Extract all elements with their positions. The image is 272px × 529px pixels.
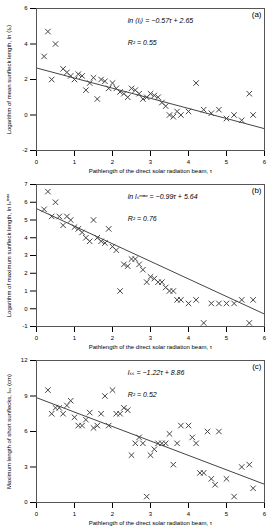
svg-text:2: 2 bbox=[111, 335, 115, 341]
svg-text:0: 0 bbox=[24, 306, 28, 312]
svg-text:5: 5 bbox=[225, 159, 229, 165]
svg-text:5: 5 bbox=[225, 335, 229, 341]
svg-text:3: 3 bbox=[149, 511, 153, 517]
svg-text:R² = 0.52: R² = 0.52 bbox=[128, 391, 157, 398]
svg-text:6: 6 bbox=[24, 428, 28, 434]
svg-text:1: 1 bbox=[73, 511, 77, 517]
svg-text:Pathlength of the direct solar: Pathlength of the direct solar radiation… bbox=[89, 344, 213, 350]
svg-text:4: 4 bbox=[187, 511, 191, 517]
svg-text:0: 0 bbox=[35, 511, 39, 517]
svg-text:2: 2 bbox=[24, 76, 28, 82]
svg-text:-2: -2 bbox=[22, 147, 28, 153]
svg-text:0: 0 bbox=[35, 159, 39, 165]
svg-text:ln ⟨lⱼ⟩ = −0.57τ + 2.65: ln ⟨lⱼ⟩ = −0.57τ + 2.65 bbox=[128, 17, 194, 24]
svg-text:R² = 0.76: R² = 0.76 bbox=[128, 215, 157, 222]
svg-text:4: 4 bbox=[24, 235, 28, 241]
svg-text:3: 3 bbox=[149, 159, 153, 165]
svg-text:R² = 0.55: R² = 0.55 bbox=[128, 39, 157, 46]
svg-text:6: 6 bbox=[24, 5, 28, 11]
svg-text:Logarithm of mean sunfleck len: Logarithm of mean sunfleck length, ln ⟨l… bbox=[6, 25, 12, 135]
svg-text:0: 0 bbox=[24, 499, 28, 505]
svg-text:6: 6 bbox=[263, 159, 267, 165]
svg-text:-1: -1 bbox=[22, 323, 28, 329]
svg-text:Pathlength of the direct solar: Pathlength of the direct solar radiation… bbox=[89, 520, 213, 526]
svg-text:7: 7 bbox=[24, 181, 28, 187]
svg-text:3: 3 bbox=[24, 252, 28, 258]
svg-text:5: 5 bbox=[225, 511, 229, 517]
svg-text:Pathlength of the direct solar: Pathlength of the direct solar radiation… bbox=[89, 168, 213, 174]
svg-text:Maximum length of short sunfle: Maximum length of short sunflecks, lₛₛ (… bbox=[6, 374, 12, 489]
svg-text:0: 0 bbox=[24, 112, 28, 118]
svg-text:6: 6 bbox=[263, 335, 267, 341]
svg-text:Logarithm of maximum sunfleck: Logarithm of maximum sunfleck length, ln… bbox=[6, 194, 12, 318]
svg-text:2: 2 bbox=[111, 159, 115, 165]
svg-text:lₛₛ = −1.22τ + 8.86: lₛₛ = −1.22τ + 8.86 bbox=[128, 369, 185, 376]
svg-text:4: 4 bbox=[187, 159, 191, 165]
svg-text:1: 1 bbox=[73, 335, 77, 341]
svg-text:4: 4 bbox=[24, 41, 28, 47]
svg-text:3: 3 bbox=[149, 335, 153, 341]
svg-text:0: 0 bbox=[35, 335, 39, 341]
svg-text:9: 9 bbox=[24, 393, 28, 399]
svg-text:6: 6 bbox=[24, 199, 28, 205]
svg-text:(a): (a) bbox=[252, 10, 262, 19]
svg-text:1: 1 bbox=[73, 159, 77, 165]
svg-text:5: 5 bbox=[24, 217, 28, 223]
svg-text:(b): (b) bbox=[252, 186, 262, 195]
svg-text:ln lₛᵐᵃˣ = −0.99τ + 5.64: ln lₛᵐᵃˣ = −0.99τ + 5.64 bbox=[128, 193, 198, 200]
svg-text:12: 12 bbox=[21, 357, 28, 363]
svg-text:4: 4 bbox=[187, 335, 191, 341]
svg-text:2: 2 bbox=[24, 270, 28, 276]
svg-text:3: 3 bbox=[24, 464, 28, 470]
svg-text:6: 6 bbox=[263, 511, 267, 517]
svg-text:1: 1 bbox=[24, 288, 28, 294]
svg-text:2: 2 bbox=[111, 511, 115, 517]
svg-text:(c): (c) bbox=[252, 362, 262, 371]
